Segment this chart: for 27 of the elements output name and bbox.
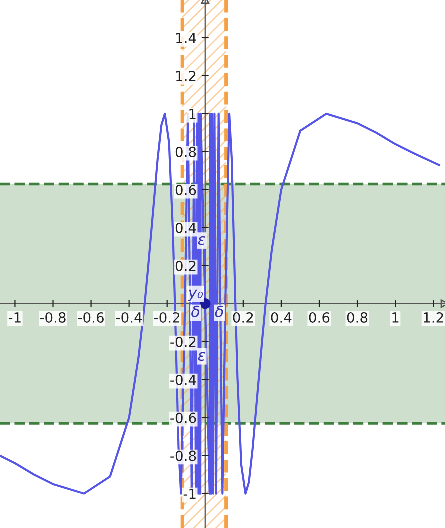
x-tick-label: -0.2 — [154, 312, 180, 323]
x-tick-label: 0.8 — [347, 312, 368, 323]
x-tick-label: -0.8 — [40, 312, 66, 323]
y-tick-label: -0.8 — [170, 450, 196, 462]
annotation: ε — [198, 352, 206, 362]
y-tick-label: 0.4 — [176, 222, 196, 234]
annotation: y₀ — [188, 290, 204, 302]
y-tick-label: -0.2 — [170, 336, 196, 348]
x-tick-label: -0.6 — [78, 312, 104, 323]
y-tick-label: 0.6 — [176, 184, 196, 196]
annotation: δ — [215, 306, 224, 318]
y-tick-label: -1 — [184, 488, 196, 500]
y-tick-label: 1.2 — [176, 70, 196, 82]
x-tick-label: -1 — [8, 312, 21, 323]
y-tick-label: 1.4 — [176, 33, 196, 44]
y-tick-label: 0.2 — [176, 260, 196, 272]
x-tick-label: 0.6 — [309, 312, 330, 323]
x-tick-label: 1.2 — [424, 312, 444, 323]
x-tick-label: 0.2 — [233, 312, 254, 323]
y-tick-label: -0.4 — [170, 374, 196, 386]
y-tick-label: 0.8 — [176, 146, 196, 158]
annotation: ε — [198, 236, 206, 246]
x-tick-label: 1 — [392, 312, 399, 323]
x-tick-label: -0.4 — [116, 312, 142, 323]
annotation: δ — [192, 306, 200, 318]
y-tick-label: -0.6 — [170, 412, 196, 424]
x-tick-label: 0.4 — [271, 312, 292, 323]
